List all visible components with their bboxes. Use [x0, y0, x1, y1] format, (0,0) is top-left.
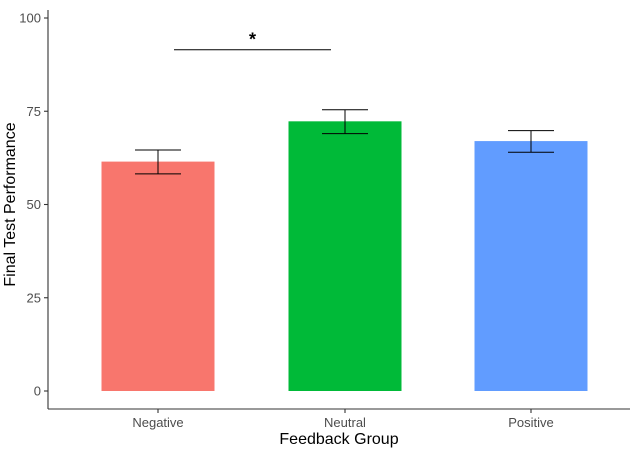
- bar-negative: [101, 161, 215, 391]
- bar-positive: [474, 141, 588, 391]
- significance-star: *: [249, 30, 256, 50]
- y-tick-label: 25: [27, 290, 41, 305]
- x-tick-label-negative: Negative: [132, 415, 183, 430]
- y-ticks-group: 0 25 50 75 100: [19, 11, 48, 399]
- x-ticks-group: Negative Neutral Positive: [132, 409, 554, 430]
- y-tick-label: 50: [27, 197, 41, 212]
- y-tick-label: 75: [27, 104, 41, 119]
- x-axis-title: Feedback Group: [279, 431, 398, 448]
- y-axis-title: Final Test Performance: [2, 122, 19, 286]
- bar-neutral: [288, 121, 402, 392]
- y-tick-label: 0: [34, 384, 41, 399]
- y-tick-label: 100: [19, 11, 41, 26]
- bars-group: [101, 121, 588, 392]
- error-bars-group: [135, 109, 554, 175]
- x-tick-label-positive: Positive: [508, 415, 554, 430]
- x-tick-label-neutral: Neutral: [324, 415, 366, 430]
- significance-group: *: [174, 30, 331, 51]
